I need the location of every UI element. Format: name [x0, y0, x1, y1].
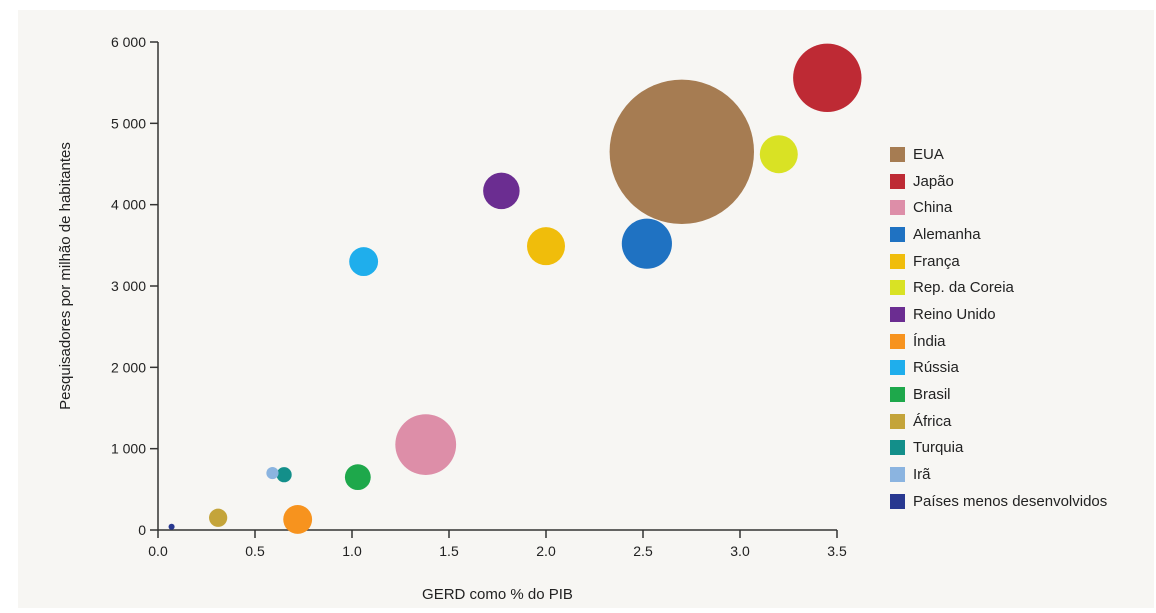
- legend-swatch: [890, 333, 905, 349]
- legend-swatch: [890, 173, 905, 189]
- tick-labels: 0.0 0.5 1.0 1.5 2.0 2.5 3.0 3.5 0 1 000 2 000 3 000…: [111, 34, 847, 559]
- legend-label: Alemanha: [913, 225, 981, 243]
- legend-swatch: [890, 413, 905, 429]
- legend-swatch: [890, 306, 905, 322]
- legend-swatch: [890, 467, 905, 483]
- bubble-point: [266, 466, 279, 480]
- legend-label: Países menos desenvolvidos: [913, 492, 1108, 510]
- bubble-point: [349, 247, 379, 277]
- bubble-point: [209, 508, 228, 527]
- legend-label: China: [913, 199, 953, 217]
- bubble-chart: 0.0 0.5 1.0 1.5 2.0 2.5 3.0 3.5 0 1 000 2 000 3 000…: [57, 34, 862, 603]
- bubble-point: [527, 227, 565, 266]
- bubble-point: [344, 464, 371, 491]
- y-tick-label: 2 000: [111, 359, 146, 375]
- y-axis-title: Pesquisadores por milhão de habitantes: [57, 142, 74, 410]
- x-tick-label: 1.0: [342, 543, 362, 559]
- legend-swatch: [890, 226, 905, 242]
- y-tick-label: 6 000: [111, 34, 146, 50]
- legend-label: África: [913, 412, 952, 430]
- legend-label: EUA: [913, 145, 944, 163]
- legend-swatch: [890, 360, 905, 376]
- legend-item: Japão: [890, 168, 1156, 195]
- legend-label: Rep. da Coreia: [913, 279, 1014, 297]
- legend-swatch: [890, 493, 905, 509]
- x-axis-title: GERD como % do PIB: [422, 586, 573, 603]
- legend-item: França: [890, 248, 1156, 275]
- legend-item: Índia: [890, 328, 1156, 355]
- bubble-point: [283, 504, 313, 534]
- legend-swatch: [890, 387, 905, 403]
- y-tick-label: 4 000: [111, 197, 146, 213]
- legend-item: Turquia: [890, 435, 1156, 462]
- legend-swatch: [890, 200, 905, 216]
- legend-swatch: [890, 440, 905, 456]
- legend-label: França: [913, 252, 960, 270]
- legend-label: Reino Unido: [913, 305, 996, 323]
- x-tick-label: 2.0: [536, 543, 556, 559]
- legend-swatch: [890, 253, 905, 269]
- y-tick-label: 1 000: [111, 441, 146, 457]
- bubble-point: [168, 523, 175, 530]
- legend-swatch: [890, 146, 905, 162]
- x-tick-label: 2.5: [633, 543, 653, 559]
- y-tick-label: 3 000: [111, 278, 146, 294]
- legend-label: Irã: [913, 466, 931, 484]
- legend-item: Rússia: [890, 355, 1156, 382]
- bubble-point: [793, 43, 862, 112]
- legend-item: África: [890, 408, 1156, 435]
- chart-panel: 0.0 0.5 1.0 1.5 2.0 2.5 3.0 3.5 0 1 000 2 000 3 000…: [18, 10, 1154, 608]
- bubbles: [168, 43, 862, 534]
- legend-item: China: [890, 194, 1156, 221]
- legend-label: Japão: [913, 172, 954, 190]
- legend-swatch: [890, 280, 905, 296]
- y-tick-label: 0: [138, 522, 146, 538]
- axes: [150, 41, 838, 538]
- legend-label: Turquia: [913, 439, 964, 457]
- bubble-point: [609, 79, 754, 224]
- bubble-point: [759, 135, 798, 174]
- x-tick-label: 0.5: [245, 543, 265, 559]
- bubble-point: [621, 218, 672, 269]
- legend-item: Países menos desenvolvidos: [890, 488, 1156, 515]
- legend-label: Brasil: [913, 386, 951, 404]
- y-tick-label: 5 000: [111, 115, 146, 131]
- legend-item: EUA: [890, 141, 1156, 168]
- legend-label: Índia: [913, 332, 946, 350]
- x-tick-label: 3.0: [730, 543, 750, 559]
- legend-item: Rep. da Coreia: [890, 274, 1156, 301]
- x-tick-label: 0.0: [148, 543, 168, 559]
- legend-label: Rússia: [913, 359, 959, 377]
- x-tick-label: 3.5: [827, 543, 847, 559]
- legend-item: Irã: [890, 461, 1156, 488]
- legend-item: Reino Unido: [890, 301, 1156, 328]
- x-tick-label: 1.5: [439, 543, 459, 559]
- bubble-point: [395, 414, 457, 475]
- legend: EUA Japão China Alemanha França Rep. da Corei…: [890, 141, 1156, 515]
- bubble-point: [483, 172, 520, 210]
- legend-item: Brasil: [890, 381, 1156, 408]
- legend-item: Alemanha: [890, 221, 1156, 248]
- bubble-point: [276, 467, 292, 483]
